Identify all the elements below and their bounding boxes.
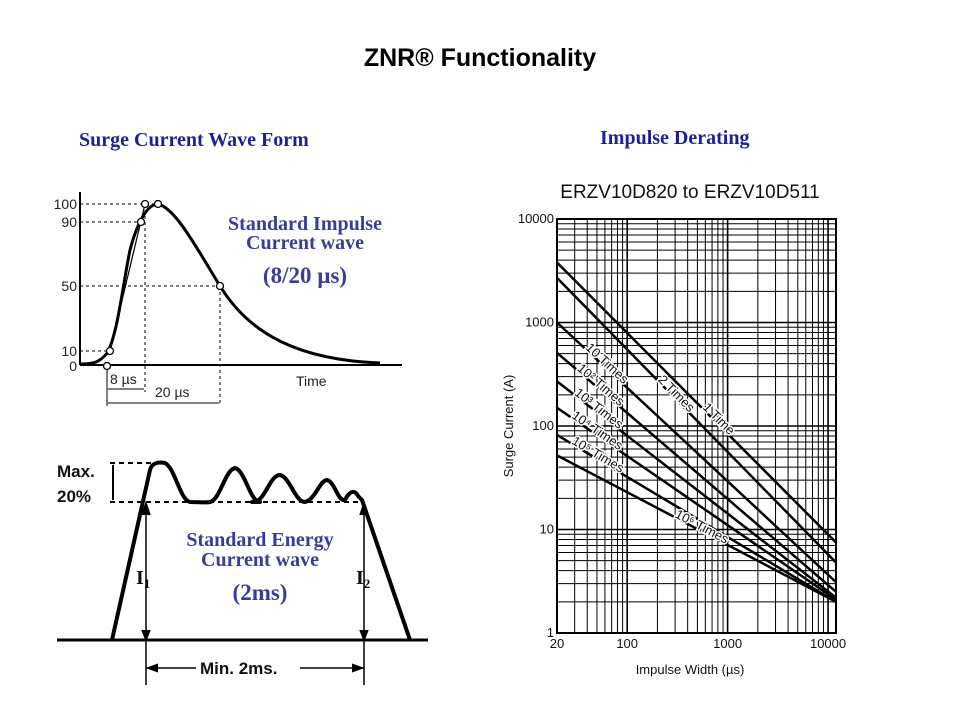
series-line-7	[556, 454, 837, 603]
y-tick-10000: 10000	[518, 211, 554, 226]
impulse-label-2: Current wave	[246, 232, 364, 254]
energy-label-1: Standard Energy	[186, 529, 333, 551]
rise-label: 8 µs	[110, 371, 137, 387]
tick-100: 100	[54, 196, 78, 212]
chart-ticks: 20 100 1000 10000 10000 1000 100 10 1	[518, 211, 846, 651]
x-tick-20: 20	[550, 636, 564, 651]
plot-frame	[556, 218, 837, 634]
tick-10: 10	[61, 343, 77, 359]
impulse-wave-diagram	[79, 192, 402, 406]
series-label-1: 2 Times	[655, 372, 698, 415]
x-tick-10000: 10000	[810, 636, 846, 651]
tick-90: 90	[61, 214, 77, 230]
energy-label-2: Current wave	[201, 549, 319, 571]
series-line-5	[556, 406, 837, 601]
time-label: Time	[296, 373, 327, 389]
i2-label: I2	[356, 567, 370, 591]
energy-wave-diagram	[57, 460, 428, 685]
series-line-1	[556, 276, 837, 564]
chart-title: ERZV10D820 to ERZV10D511	[560, 182, 819, 203]
impulse-label-value: (8/20 µs)	[263, 263, 347, 288]
max-percent-label: 20%	[57, 487, 91, 506]
impulse-label-1: Standard Impulse	[228, 213, 382, 235]
tick-0: 0	[69, 358, 77, 374]
y-tick-1: 1	[547, 625, 554, 640]
series-line-4	[556, 380, 837, 599]
slide-title: ZNR® Functionality	[363, 44, 597, 72]
series-line-0	[556, 261, 837, 544]
duration-label: 20 µs	[155, 384, 190, 400]
series-line-3	[556, 351, 837, 593]
tick-50: 50	[61, 278, 77, 294]
energy-label-value: (2ms)	[233, 580, 288, 605]
y-tick-1000: 1000	[525, 315, 554, 330]
max-label: Max.	[57, 462, 95, 481]
y-axis-label: Surge Current (A)	[501, 375, 516, 478]
x-axis-label: Impulse Width (µs)	[636, 662, 745, 677]
x-tick-1000: 1000	[713, 636, 742, 651]
i1-label: I1	[136, 567, 150, 591]
guide-lines	[80, 203, 221, 406]
right-heading: Impulse Derating	[600, 127, 750, 149]
series-line-2	[556, 321, 837, 584]
chart-grid	[556, 218, 837, 634]
marker-points	[102, 199, 225, 371]
series-line-6	[556, 433, 837, 603]
y-tick-10: 10	[540, 522, 554, 537]
min-duration-label: Min. 2ms.	[200, 659, 277, 678]
x-tick-100: 100	[616, 636, 638, 651]
y-tick-100: 100	[532, 418, 554, 433]
left-heading: Surge Current Wave Form	[79, 129, 309, 151]
energy-curve	[110, 460, 412, 641]
